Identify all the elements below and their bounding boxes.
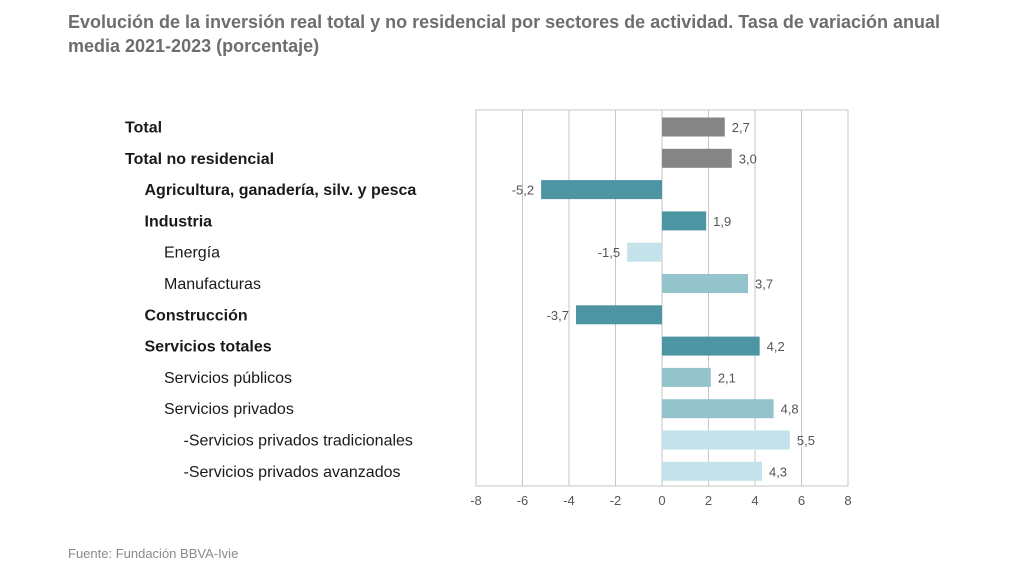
bar [575, 305, 662, 325]
x-tick-label: 0 [658, 493, 665, 508]
value-label: 3,0 [739, 151, 757, 166]
bar [662, 399, 774, 419]
category-label: -Servicios privados tradicionales [184, 433, 413, 450]
value-label: 1,9 [713, 214, 731, 229]
category-label: Manufacturas [164, 276, 261, 293]
bar [662, 274, 749, 293]
x-tick-label: -6 [517, 493, 529, 508]
bars [541, 117, 790, 481]
category-label: Servicios privados [164, 401, 294, 418]
bar [662, 211, 707, 231]
value-label: -3,7 [547, 308, 569, 323]
bar [662, 367, 711, 387]
value-label: 4,2 [767, 339, 785, 354]
x-tick-label: -4 [563, 493, 575, 508]
value-label: -5,2 [512, 183, 534, 198]
category-labels: Total Total no residencial Agricultura, ga… [125, 120, 416, 481]
x-tick-label: 4 [751, 493, 758, 508]
category-label: Construcción [145, 307, 248, 324]
source-note: Fuente: Fundación BBVA-Ivie [68, 546, 239, 561]
bar [662, 117, 725, 137]
bar [662, 148, 732, 168]
value-label: 4,3 [769, 464, 787, 479]
category-label: Industria [145, 213, 213, 230]
bar [662, 336, 760, 356]
value-label: 5,5 [797, 433, 815, 448]
grid-lines [475, 109, 849, 487]
value-label: 4,8 [781, 402, 799, 417]
bar [662, 461, 762, 481]
x-axis-ticks: -8 -6 -4 -2 0 2 4 6 8 [470, 493, 851, 508]
value-label: -1,5 [598, 245, 620, 260]
category-label: Agricultura, ganadería, silv. y pesca [145, 182, 417, 199]
category-label: Servicios totales [145, 339, 272, 356]
value-label: 2,1 [718, 370, 736, 385]
value-label: 3,7 [755, 277, 773, 292]
x-tick-label: 2 [705, 493, 712, 508]
x-tick-label: -8 [470, 493, 482, 508]
category-label: Total no residencial [125, 151, 274, 168]
value-label: 2,7 [732, 120, 750, 135]
category-label: Energía [164, 245, 220, 262]
category-label: -Servicios privados avanzados [184, 464, 401, 481]
value-labels: 2,7 3,0 -5,2 1,9 -1,5 3,7 -3,7 4,2 2,1 4,8 5,5 4,3 [512, 120, 815, 479]
category-label: Servicios públicos [164, 370, 292, 387]
bar [541, 180, 662, 200]
x-tick-label: 8 [844, 493, 851, 508]
chart-title: Evolución de la inversión real total y n… [68, 12, 940, 56]
bar [627, 242, 662, 262]
x-tick-label: -2 [610, 493, 622, 508]
x-tick-label: 6 [798, 493, 805, 508]
bar [662, 430, 790, 450]
category-label: Total [125, 120, 162, 137]
